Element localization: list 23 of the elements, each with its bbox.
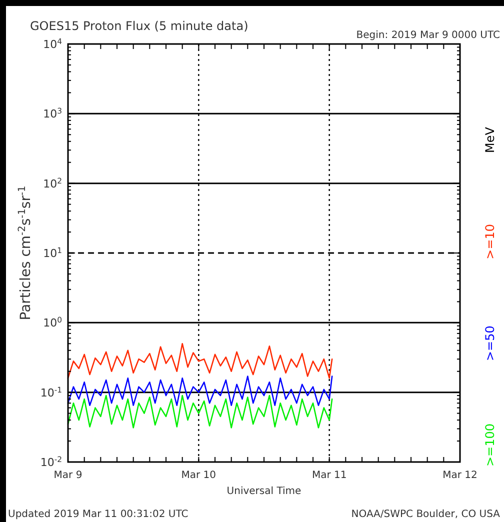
line-series (67, 394, 333, 428)
x-tick-label: Mar 11 (312, 470, 347, 481)
legend-title: MeV (483, 126, 497, 153)
y-tick-label: 10$^{-1}$ (40, 384, 62, 400)
y-tick-label: 10$^{3}$ (43, 106, 62, 121)
chart-title: GOES15 Proton Flux (5 minute data) (30, 19, 248, 33)
text: NOAA/SWPC Boulder, CO USA (351, 509, 500, 520)
text: >=10 (483, 224, 497, 260)
text: >=50 (483, 326, 497, 362)
x-tick-label: Mar 10 (181, 470, 216, 481)
text: >=100 (483, 423, 497, 467)
x-tick-label: Mar 9 (54, 470, 82, 481)
y-tick-label: 10$^{4}$ (43, 36, 62, 51)
line-series (67, 342, 333, 379)
y-tick-label: 10$^{1}$ (43, 246, 62, 260)
y-tick-label: 10$^{-2}$ (40, 454, 62, 469)
x-axis-title: Universal Time (226, 486, 302, 497)
line-series (67, 376, 333, 406)
text: Updated 2019 Mar 11 00:31:02 UTC (8, 509, 188, 520)
chart-subtitle: Begin: 2019 Mar 9 0000 UTC (356, 30, 500, 41)
x-tick-label: Mar 12 (442, 470, 478, 481)
y-tick-label: 10$^{2}$ (43, 176, 62, 190)
y-tick-label: 10$^{0}$ (43, 315, 62, 330)
